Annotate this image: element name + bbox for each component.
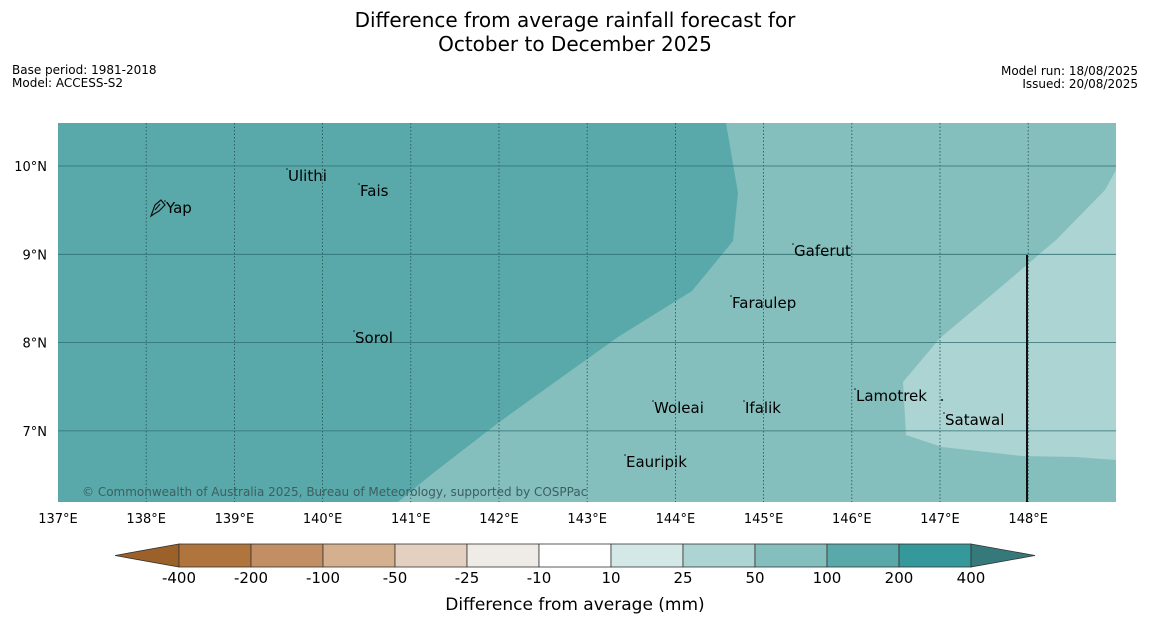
place-marker bbox=[941, 399, 943, 401]
colorbar-tick-label: -50 bbox=[383, 569, 408, 587]
longitude-label: 139°E bbox=[215, 512, 255, 527]
colorbar-segment bbox=[610, 543, 684, 568]
place-marker bbox=[164, 200, 166, 202]
place-label-fais: Fais bbox=[360, 182, 389, 200]
place-marker bbox=[353, 330, 355, 332]
colorbar-segment bbox=[322, 543, 396, 568]
place-marker bbox=[730, 295, 732, 297]
colorbar-segment bbox=[250, 543, 324, 568]
colorbar-tick-label: -400 bbox=[162, 569, 196, 587]
latitude-label: 9°N bbox=[23, 248, 48, 263]
colorbar-tick-label: 10 bbox=[601, 569, 620, 587]
colorbar-segment bbox=[538, 543, 612, 568]
colorbar-tick-label: 25 bbox=[673, 569, 692, 587]
place-marker bbox=[652, 400, 654, 402]
longitude-label: 147°E bbox=[920, 512, 960, 527]
longitude-label: 141°E bbox=[391, 512, 431, 527]
colorbar-tick-label: 400 bbox=[957, 569, 986, 587]
colorbar-low-arrow bbox=[114, 543, 180, 568]
place-label-ifalik: Ifalik bbox=[745, 399, 781, 417]
place-marker bbox=[624, 454, 626, 456]
longitude-label: 145°E bbox=[744, 512, 784, 527]
region-25-50 bbox=[903, 170, 1116, 502]
longitude-labels: 137°E 138°E 139°E 140°E 141°E 142°E 143°E 144°E… bbox=[38, 512, 1048, 527]
place-label-eauripik: Eauripik bbox=[626, 453, 687, 471]
colorbar-tick-label: -100 bbox=[306, 569, 340, 587]
colorbar-segment bbox=[898, 543, 972, 568]
place-label-ulithi: Ulithi bbox=[288, 167, 327, 185]
colorbar-tick-label: -10 bbox=[527, 569, 552, 587]
meta-right: Model run: 18/08/2025 Issued: 20/08/2025 bbox=[1001, 65, 1138, 91]
base-period: Base period: 1981-2018 bbox=[12, 63, 157, 77]
longitude-label: 140°E bbox=[303, 512, 343, 527]
colorbar-segment bbox=[178, 543, 252, 568]
colorbar-label: Difference from average (mm) bbox=[445, 595, 704, 615]
place-label-faraulep: Faraulep bbox=[732, 294, 796, 312]
longitude-label: 144°E bbox=[656, 512, 696, 527]
colorbar-tick-label: -25 bbox=[455, 569, 480, 587]
colorbar-tick-label: -200 bbox=[234, 569, 268, 587]
place-label-yap: Yap bbox=[165, 199, 192, 217]
map-area: Yap Ulithi Fais Gaferut Faraulep Sorol Lamotre… bbox=[58, 123, 1116, 502]
yap-island-icon bbox=[149, 199, 166, 218]
latitude-label: 10°N bbox=[14, 160, 47, 175]
longitude-label: 143°E bbox=[567, 512, 607, 527]
colorbar-high-arrow bbox=[970, 543, 1036, 568]
longitude-label: 142°E bbox=[479, 512, 519, 527]
place-label-gaferut: Gaferut bbox=[794, 242, 851, 260]
place-marker bbox=[743, 400, 745, 402]
colorbar-segment bbox=[394, 543, 468, 568]
place-marker bbox=[792, 243, 794, 245]
issued-date: Issued: 20/08/2025 bbox=[1022, 77, 1138, 91]
place-marker bbox=[358, 183, 360, 185]
graticule bbox=[58, 123, 1116, 502]
colorbar-segment bbox=[682, 543, 756, 568]
place-marker bbox=[943, 412, 945, 414]
colorbar-tick-label: 50 bbox=[745, 569, 764, 587]
longitude-label: 138°E bbox=[126, 512, 166, 527]
longitude-label: 148°E bbox=[1008, 512, 1048, 527]
latitude-label: 8°N bbox=[23, 337, 48, 352]
colorbar-legend: -400 -200 -100 -50 -25 -10 10 25 50 100 200 400 bbox=[114, 543, 1036, 587]
place-label-woleai: Woleai bbox=[654, 399, 704, 417]
copyright-text: © Commonwealth of Australia 2025, Bureau… bbox=[82, 485, 587, 499]
chart-title: Difference from average rainfall forecas… bbox=[0, 8, 1150, 56]
place-marker bbox=[286, 168, 288, 170]
place-label-lamotrek: Lamotrek bbox=[856, 387, 927, 405]
title-line-1: Difference from average rainfall forecas… bbox=[354, 8, 796, 32]
meta-left: Base period: 1981-2018 Model: ACCESS-S2 bbox=[12, 64, 157, 90]
longitude-label: 146°E bbox=[832, 512, 872, 527]
longitude-label: 137°E bbox=[38, 512, 78, 527]
title-line-2: October to December 2025 bbox=[438, 32, 712, 56]
colorbar-tick-label: 100 bbox=[813, 569, 842, 587]
colorbar-segment bbox=[466, 543, 540, 568]
colorbar-tick-label: 200 bbox=[885, 569, 914, 587]
latitude-label: 7°N bbox=[23, 425, 48, 440]
model-run: Model run: 18/08/2025 bbox=[1000, 64, 1138, 78]
place-label-sorol: Sorol bbox=[355, 329, 393, 347]
model-name: Model: ACCESS-S2 bbox=[12, 76, 124, 90]
region-100-200 bbox=[58, 123, 738, 502]
latitude-labels: 10°N 9°N 8°N 7°N bbox=[14, 160, 47, 440]
place-label-satawal: Satawal bbox=[945, 411, 1004, 429]
place-marker bbox=[854, 388, 856, 390]
colorbar-segment bbox=[826, 543, 900, 568]
place-labels: Yap Ulithi Fais Gaferut Faraulep Sorol Lamotre… bbox=[164, 167, 1004, 471]
colorbar-segment bbox=[754, 543, 828, 568]
